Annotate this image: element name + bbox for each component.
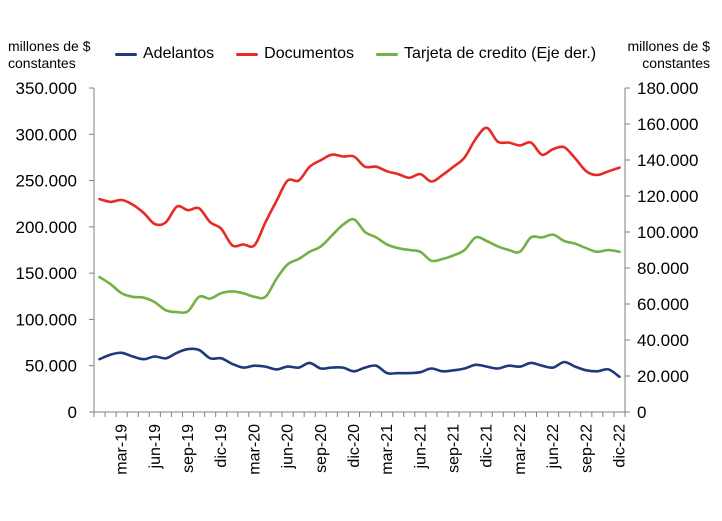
x-axis-tick-label: jun-22	[545, 424, 562, 470]
right-axis-tick-label: 160.000	[637, 115, 698, 134]
series-line-documentos	[98, 126, 621, 249]
series-line-tarjeta	[98, 217, 621, 314]
left-axis-tick-label: 150.000	[16, 264, 77, 283]
x-axis-tick-label: mar-22	[512, 424, 529, 475]
x-axis-tick-label: jun-19	[147, 424, 164, 470]
right-axis-tick-label: 20.000	[637, 367, 689, 386]
left-axis-tick-label: 300.000	[16, 125, 77, 144]
legend-swatch	[115, 52, 137, 56]
x-axis-tick-label: mar-19	[114, 424, 131, 475]
right-axis-tick-label: 80.000	[637, 259, 689, 278]
right-axis-tick-label: 60.000	[637, 295, 689, 314]
left-axis-tick-label: 0	[68, 403, 77, 422]
x-axis-tick-label: sep-21	[446, 424, 463, 473]
x-axis-tick-label: dic-20	[346, 424, 363, 468]
legend-label: Tarjeta de credito (Eje der.)	[404, 45, 597, 62]
legend-swatch	[236, 52, 259, 56]
x-axis-tick-label: dic-19	[213, 424, 230, 468]
right-axis-tick-label: 120.000	[637, 187, 698, 206]
left-axis-tick-label: 50.000	[25, 357, 77, 376]
series-line-adelantos	[98, 347, 621, 379]
left-axis-tick-label: 200.000	[16, 218, 77, 237]
left-axis-tick-label: 350.000	[16, 79, 77, 98]
legend-label: Adelantos	[143, 45, 215, 62]
x-axis-tick-label: mar-20	[246, 424, 263, 475]
left-axis-tick-label: 250.000	[16, 172, 77, 191]
legend-swatch	[376, 52, 398, 56]
legend-item-documentos: Documentos	[236, 45, 354, 63]
left-axis-tick-label: 100.000	[16, 310, 77, 329]
right-axis-tick-label: 40.000	[637, 331, 689, 350]
legend-label: Documentos	[264, 45, 354, 62]
x-axis-tick-label: dic-22	[611, 424, 628, 468]
right-axis-tick-label: 180.000	[637, 79, 698, 98]
x-axis-tick-label: sep-22	[578, 424, 595, 473]
right-axis-tick-label: 0	[637, 403, 646, 422]
chart-legend: Adelantos Documentos Tarjeta de credito (E…	[115, 45, 618, 63]
right-axis-tick-label: 100.000	[637, 223, 698, 242]
legend-item-adelantos: Adelantos	[115, 45, 214, 63]
left-axis-unit-label: millones de $ constantes	[8, 38, 91, 71]
x-axis-tick-label: jun-20	[280, 424, 297, 470]
right-axis-tick-label: 140.000	[637, 151, 698, 170]
right-axis-unit-label: millones de $ constantes	[627, 38, 711, 71]
x-axis-tick-label: jun-21	[412, 424, 429, 470]
legend-item-tarjeta: Tarjeta de credito (Eje der.)	[376, 45, 596, 63]
x-axis-tick-label: sep-20	[313, 424, 330, 473]
x-axis-tick-label: sep-19	[180, 424, 197, 473]
x-axis-tick-label: dic-21	[479, 424, 496, 468]
x-axis-tick-label: mar-21	[379, 424, 396, 475]
